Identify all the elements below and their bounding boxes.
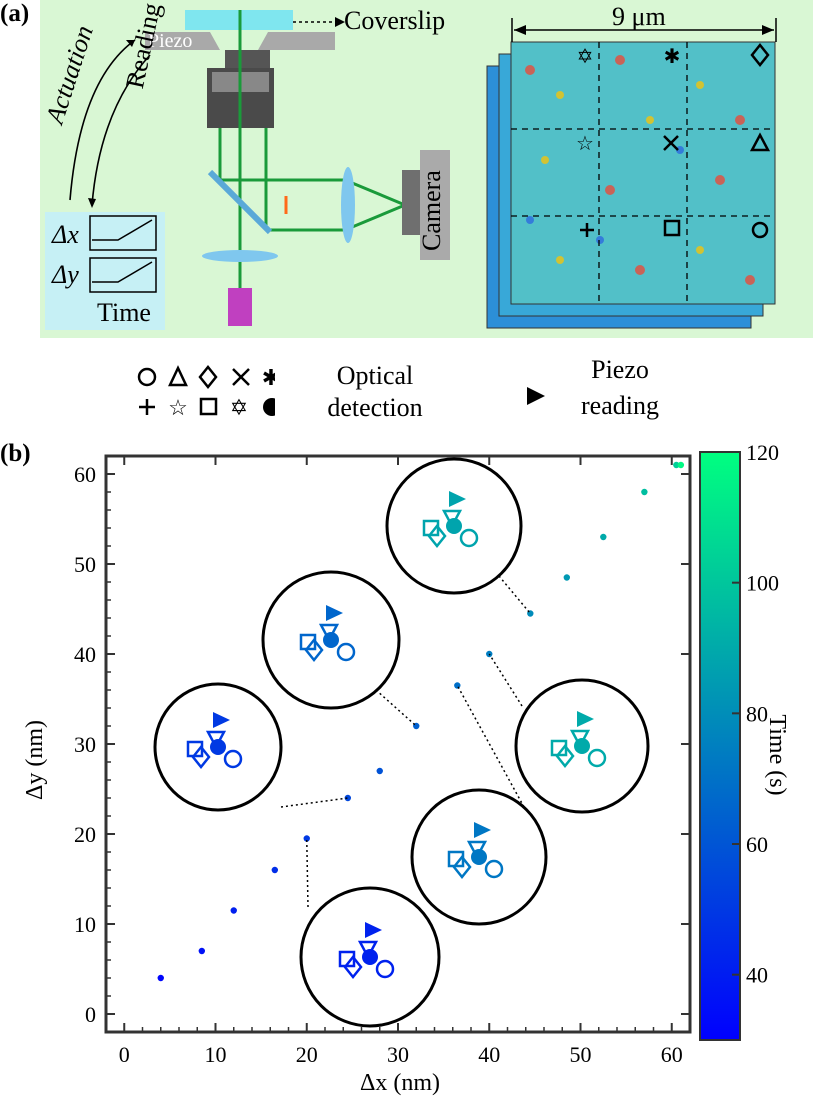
trajectory-point — [230, 907, 237, 914]
laser — [228, 288, 252, 326]
trajectory-point — [198, 947, 206, 955]
optical-label-1: Optical — [336, 361, 414, 390]
x-tick-label: 30 — [387, 1042, 409, 1067]
trajectory-point — [641, 488, 648, 496]
legend: ✱ ☆ ✡ Optical detection Piezo reading — [135, 355, 695, 430]
camera-label: Camera — [417, 170, 446, 251]
zoom-marker — [427, 523, 447, 549]
x-tick-label: 50 — [570, 1042, 592, 1067]
zoom-marker — [304, 637, 324, 663]
trajectory-point — [271, 866, 279, 874]
coverslip-label: Coverslip — [344, 6, 446, 35]
zoom-marker — [452, 854, 472, 880]
zoom-marker — [375, 959, 395, 979]
colorbar-tick-label: 120 — [746, 440, 779, 465]
svg-text:✱: ✱ — [262, 365, 275, 390]
svg-text:✡: ✡ — [577, 46, 594, 68]
zoom-marker — [574, 738, 590, 754]
trajectory-point — [376, 767, 383, 775]
y-tick-label: 0 — [85, 1002, 96, 1027]
x-tick-label: 10 — [205, 1042, 227, 1067]
time-label: Time — [97, 298, 151, 327]
trajectory-point — [157, 974, 164, 982]
svg-text:✱: ✱ — [664, 46, 681, 68]
zoom-marker — [210, 739, 226, 755]
zoom-marker — [587, 748, 607, 768]
x-tick-label: 40 — [478, 1042, 500, 1067]
leader-line — [488, 653, 523, 707]
optical-label-2: detection — [327, 393, 423, 422]
trajectory-point — [600, 533, 607, 541]
leader-line — [306, 838, 309, 908]
zoom-marker — [336, 642, 356, 662]
leader-line — [375, 689, 417, 727]
camera — [420, 150, 450, 260]
trajectory-point — [344, 794, 352, 802]
leader-line — [280, 797, 348, 808]
piezo-label-1: Piezo — [591, 355, 649, 384]
y-tick-label: 40 — [74, 642, 96, 667]
scale-label: 9 μm — [612, 2, 666, 31]
tube-lens — [341, 167, 355, 243]
leader-line — [456, 685, 525, 808]
zoom-marker — [555, 743, 575, 769]
x-tick-label: 60 — [661, 1042, 683, 1067]
colorbar-tick-label: 80 — [746, 701, 768, 726]
scatter-chart: 0 10 20 30 40 50 60 0 10 20 30 40 50 60 40 60 80 100 120 — [74, 440, 779, 1067]
y-tick-label: 20 — [74, 822, 96, 847]
svg-text:✡: ✡ — [230, 395, 248, 420]
svg-text:☆: ☆ — [576, 133, 594, 155]
leader-line — [498, 575, 531, 614]
image-stack: ✡ ✱ ☆ — [486, 18, 777, 329]
zoom-marker — [191, 744, 211, 770]
trajectory-point — [563, 574, 571, 581]
zoom-marker — [365, 922, 382, 938]
zoom-marker — [449, 491, 466, 507]
piezo-stage — [145, 32, 220, 50]
colorbar — [699, 451, 741, 1041]
colorbar-title: Time (s) — [764, 714, 790, 796]
zoom-marker — [213, 712, 230, 728]
zoom-marker — [459, 528, 479, 548]
setup-diagram-drawing: ✡ ✱ ☆ — [45, 10, 777, 330]
trajectory-point — [303, 835, 310, 842]
dx-label: Δx — [52, 220, 79, 249]
zoom-marker — [326, 605, 343, 621]
x-axis-title: Δx (nm) — [359, 1070, 441, 1096]
y-tick-label: 50 — [74, 552, 96, 577]
svg-text:☆: ☆ — [168, 395, 188, 420]
piezo-symbol — [527, 387, 545, 405]
piezo-label: Piezo — [148, 30, 193, 52]
x-tick-label: 20 — [296, 1042, 318, 1067]
zoom-marker — [362, 949, 378, 965]
colorbar-tick-label: 60 — [746, 832, 768, 857]
dy-label: Δy — [52, 260, 79, 289]
y-tick-label: 30 — [74, 732, 96, 757]
zoom-marker — [474, 822, 491, 838]
x-tick-label: 0 — [119, 1042, 130, 1067]
trajectory-point — [677, 461, 685, 469]
zoom-marker — [577, 711, 594, 727]
zoom-marker — [323, 632, 339, 648]
y-axis-title: Δy (nm) — [22, 719, 48, 801]
piezo-inset — [45, 212, 165, 330]
piezo-label-2: reading — [581, 391, 659, 420]
zoom-marker — [343, 954, 363, 980]
zoom-marker — [223, 749, 243, 769]
y-tick-label: 60 — [74, 462, 96, 487]
panel-b-label: (b) — [0, 440, 31, 467]
colorbar-tick-label: 40 — [746, 963, 768, 988]
zoom-marker — [446, 518, 462, 534]
trajectory-point — [673, 461, 680, 469]
optical-symbols: ✱ ☆ ✡ — [137, 364, 275, 420]
y-tick-label: 10 — [74, 912, 96, 937]
colorbar-tick-label: 100 — [746, 571, 779, 596]
zoom-marker — [484, 859, 504, 879]
zoom-marker — [471, 849, 487, 865]
panel-a-label: (a) — [0, 0, 30, 27]
